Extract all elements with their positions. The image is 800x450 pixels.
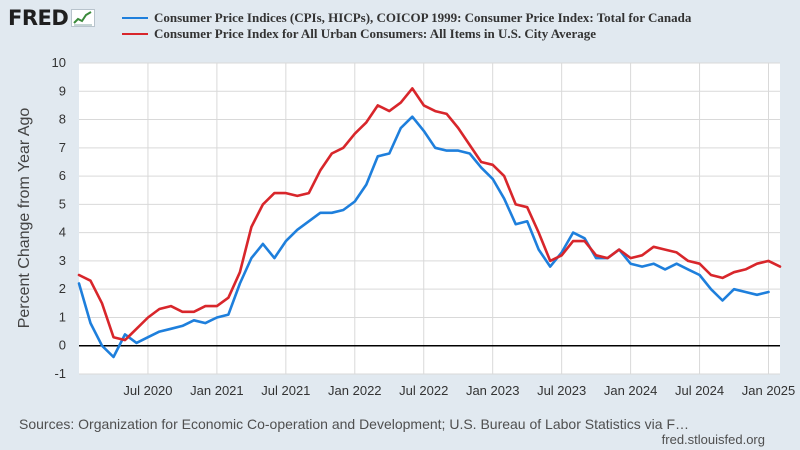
series-line-canada [77,115,770,359]
y-tick-label: -1 [54,366,66,381]
y-tick-label: 3 [59,253,66,268]
y-tick-label: 8 [59,112,66,127]
x-tick-label: Jan 2025 [742,383,796,398]
fred-url-link[interactable]: fred.stlouisfed.org [661,432,765,447]
x-tick-label: Jul 2023 [537,383,586,398]
series-line-us [77,87,782,342]
x-tick-label: Jul 2024 [675,383,724,398]
y-tick-label: 4 [59,225,66,240]
x-tick-label: Jan 2021 [190,383,244,398]
x-tick-label: Jan 2022 [328,383,382,398]
plot-background [79,63,780,374]
line-chart-icon [71,9,96,27]
y-tick-label: 10 [52,55,66,70]
x-tick-label: Jan 2024 [604,383,658,398]
logo-text: FRED [8,6,69,30]
legend-swatch-us [122,32,148,36]
x-tick-label: Jul 2022 [399,383,448,398]
legend-item-us[interactable]: Consumer Price Index for All Urban Consu… [122,26,691,42]
sources-note: Sources: Organization for Economic Co-op… [19,416,689,432]
y-tick-label: 0 [59,338,66,353]
y-tick-label: 6 [59,168,66,183]
legend-label-us: Consumer Price Index for All Urban Consu… [154,26,596,41]
y-tick-label: 5 [59,196,66,211]
chart-legend: Consumer Price Indices (CPIs, HICPs), CO… [122,10,691,42]
y-axis-title: Percent Change from Year Ago [16,108,33,329]
x-tick-label: Jan 2023 [466,383,520,398]
x-tick-label: Jul 2020 [123,383,172,398]
y-tick-label: 7 [59,140,66,155]
chart-area: Percent Change from Year Ago 10987654321… [16,55,796,398]
legend-swatch-canada [122,16,148,20]
y-tick-label: 2 [59,281,66,296]
y-tick-label: 1 [59,309,66,324]
legend-label-canada: Consumer Price Indices (CPIs, HICPs), CO… [154,10,692,25]
legend-item-canada[interactable]: Consumer Price Indices (CPIs, HICPs), CO… [122,10,691,26]
x-tick-label: Jul 2021 [261,383,310,398]
fred-logo[interactable]: FRED [8,6,96,30]
y-tick-label: 9 [59,83,66,98]
